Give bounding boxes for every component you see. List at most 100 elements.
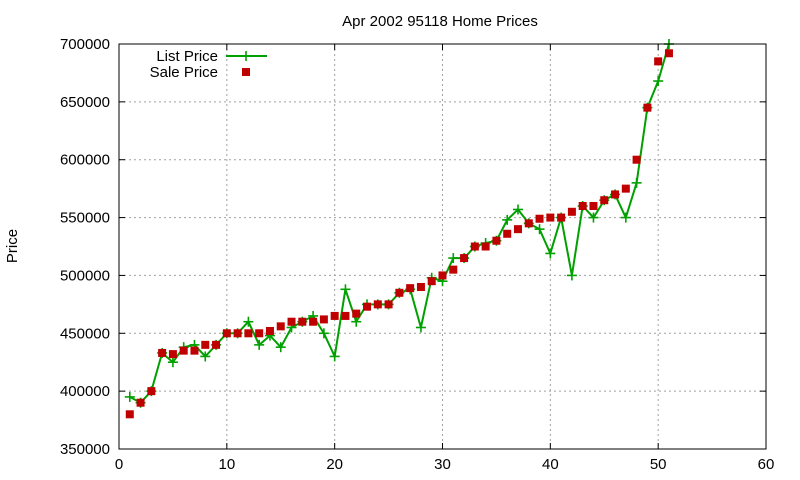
list-price-point — [534, 224, 545, 235]
x-tick-label: 50 — [650, 456, 667, 473]
sale-price-point — [212, 340, 221, 349]
series-list-price — [124, 39, 674, 408]
chart-title: Apr 2002 95118 Home Prices — [342, 13, 538, 30]
sale-price-point — [309, 317, 318, 326]
sale-price-point — [136, 398, 145, 407]
grid — [119, 44, 766, 449]
sale-price-point — [600, 196, 609, 205]
sale-price-point — [567, 207, 576, 216]
list-price-point — [512, 204, 523, 215]
x-tick-label: 10 — [218, 456, 235, 473]
sale-price-point — [503, 229, 512, 238]
sale-price-point — [384, 300, 393, 309]
sale-price-point — [524, 219, 533, 228]
list-price-point — [329, 351, 340, 362]
sale-price-point — [125, 410, 134, 419]
sale-price-point — [330, 311, 339, 320]
sale-price-point — [557, 213, 566, 222]
sale-price-point — [546, 213, 555, 222]
sale-price-point — [611, 190, 620, 199]
list-price-point — [545, 248, 556, 259]
sale-price-point — [654, 57, 663, 66]
sale-price-point — [416, 283, 425, 291]
legend-label: List Price — [156, 48, 218, 65]
legend-label: Sale Price — [150, 64, 218, 81]
sale-price-point — [255, 329, 264, 338]
sale-price-point — [341, 311, 350, 320]
series-layer — [124, 39, 674, 419]
plot-frame — [118, 43, 767, 450]
x-tick-label: 60 — [758, 456, 775, 473]
sale-price-point — [190, 346, 199, 355]
legend-square-swatch — [242, 68, 250, 76]
sale-price-point — [621, 184, 630, 193]
x-tick-label: 40 — [542, 456, 559, 473]
sale-price-point — [201, 340, 210, 349]
list-price-point — [351, 316, 362, 327]
y-tick-label: 600000 — [60, 152, 110, 169]
legend-plus-swatch — [241, 51, 251, 61]
y-tick-label: 500000 — [60, 267, 110, 284]
axis-ticks: 0 10 20 30 40 50 60 350000 400000 450000 500000 550… — [60, 36, 774, 473]
list-price-point — [566, 270, 577, 281]
sale-price-point — [492, 236, 501, 245]
sale-price-point — [168, 350, 177, 359]
list-price-point — [502, 214, 513, 225]
y-tick-label: 400000 — [60, 383, 110, 400]
sale-price-point — [373, 300, 382, 309]
list-price-point — [631, 177, 642, 188]
sale-price-point — [632, 155, 641, 164]
sale-price-point — [578, 202, 587, 210]
sale-price-point — [363, 302, 372, 311]
sale-price-point — [470, 242, 479, 251]
y-tick-label: 350000 — [60, 441, 110, 458]
sale-price-point — [481, 242, 490, 251]
sale-price-point — [147, 387, 156, 396]
sale-price-point — [535, 214, 544, 223]
sale-price-point — [179, 346, 188, 355]
list-price-point — [318, 328, 329, 339]
y-tick-label: 550000 — [60, 210, 110, 227]
sale-price-point — [319, 315, 328, 324]
y-tick-label: 700000 — [60, 36, 110, 53]
list-price-point — [243, 316, 254, 327]
y-tick-label: 650000 — [60, 94, 110, 111]
list-price-point — [124, 391, 135, 402]
sale-price-point — [287, 317, 296, 326]
sale-price-point — [233, 329, 242, 338]
sale-price-point — [664, 49, 673, 58]
sale-price-point — [438, 271, 447, 280]
list-price-point — [254, 339, 265, 350]
sale-price-point — [427, 277, 436, 286]
sale-price-point — [222, 329, 231, 338]
series-sale-price — [125, 49, 673, 419]
sale-price-point — [460, 254, 469, 263]
sale-price-point — [395, 288, 404, 297]
list-price-point — [167, 357, 178, 368]
x-tick-label: 20 — [326, 456, 343, 473]
list-price-line — [129, 43, 670, 404]
y-axis-label: Price — [4, 229, 21, 263]
y-tick-label: 450000 — [60, 325, 110, 342]
sale-price-point — [513, 225, 522, 234]
list-price-point — [588, 212, 599, 223]
list-price-point — [200, 351, 211, 362]
sale-price-point — [244, 329, 253, 338]
list-price-point — [620, 212, 631, 223]
sale-price-point — [643, 103, 652, 112]
legend-item-list-price: List Price — [156, 48, 267, 65]
list-price-point — [340, 284, 351, 295]
list-price-point — [415, 322, 426, 333]
sale-price-point — [406, 284, 415, 293]
x-tick-label: 30 — [434, 456, 451, 473]
legend-item-sale-price: Sale Price — [150, 64, 250, 81]
list-price-point — [275, 342, 286, 353]
sale-price-point — [589, 202, 598, 210]
sale-price-point — [449, 265, 458, 274]
list-price-point — [448, 253, 459, 264]
sale-price-point — [298, 317, 307, 326]
sale-price-point — [352, 309, 361, 318]
sale-price-point — [276, 322, 285, 331]
sale-price-point — [265, 326, 274, 335]
